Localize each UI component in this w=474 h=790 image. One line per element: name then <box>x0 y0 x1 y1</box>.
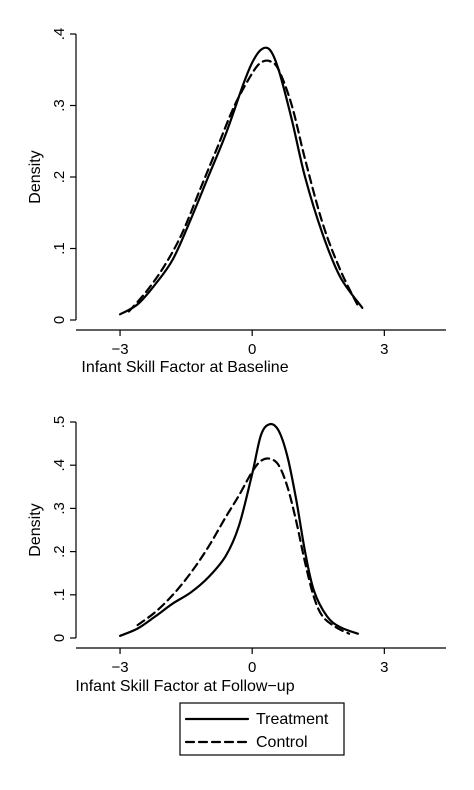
x-tick-label: −3 <box>111 341 128 358</box>
x-tick-label: 3 <box>380 341 388 358</box>
y-axis-title-baseline: Density <box>27 150 44 203</box>
x-axis-title-follow-up: Infant Skill Factor at Follow−up <box>75 678 294 695</box>
y-tick-label: .2 <box>51 545 68 558</box>
panel-follow-up: 0 .1 .2 .3 .4 .5 −3 0 3 Infant Skill Factor at Fo… <box>27 416 446 695</box>
x-tick-label: −3 <box>111 659 128 676</box>
y-tick-label: .4 <box>51 459 68 472</box>
x-tick-label: 0 <box>248 341 256 358</box>
y-tick-label: .1 <box>51 589 68 602</box>
x-tick-label: 0 <box>248 659 256 676</box>
series-line-treatment-baseline <box>118 46 364 316</box>
y-tick-label: .4 <box>51 28 68 41</box>
legend-box <box>179 702 345 756</box>
legend: Treatment Control <box>179 702 345 756</box>
legend-label-control: Control <box>256 734 308 751</box>
y-tick-label: 0 <box>51 316 68 324</box>
x-axis-title-baseline: Infant Skill Factor at Baseline <box>81 359 288 376</box>
legend-label-treatment: Treatment <box>256 711 329 728</box>
y-tick-label: .2 <box>51 171 68 184</box>
x-tick-label: 3 <box>380 659 388 676</box>
y-tick-label: .3 <box>51 99 68 112</box>
series-line-control-baseline <box>127 59 359 313</box>
series-line-control-follow-up <box>136 457 351 635</box>
y-tick-label: .3 <box>51 502 68 515</box>
y-tick-label: 0 <box>51 634 68 642</box>
y-tick-label: .1 <box>51 242 68 255</box>
series-line-treatment-follow-up <box>118 422 359 637</box>
y-tick-label: .5 <box>51 416 68 429</box>
panel-baseline: 0 .1 .2 .3 .4 −3 0 3 Infant Skill Factor at Base… <box>27 28 446 376</box>
y-axis-title-follow-up: Density <box>27 503 44 556</box>
